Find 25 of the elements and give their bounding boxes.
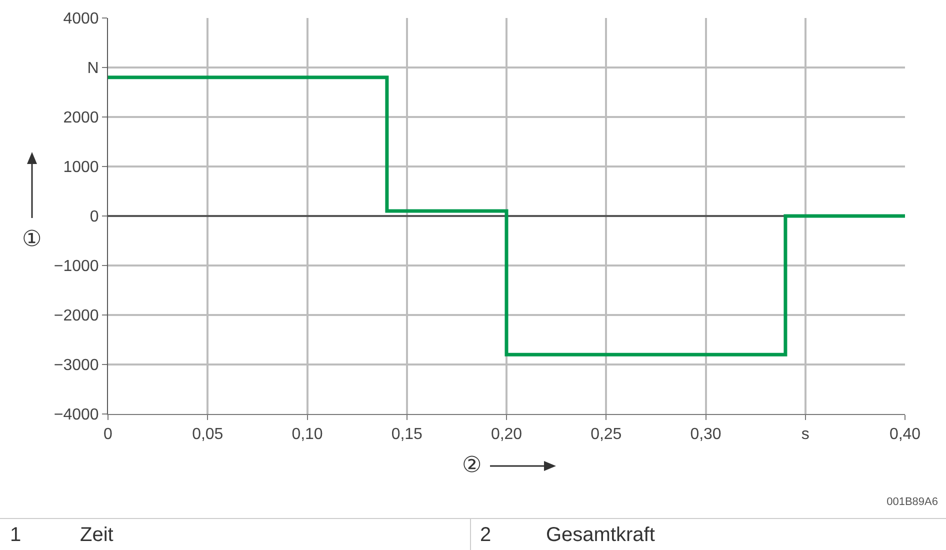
x-tick-label: 0,25 [590,426,622,444]
y-tick-label: 4000 [63,10,99,28]
x-tick-label: 0,05 [192,426,224,444]
x-tick-label: 0,10 [292,426,323,444]
x-tick-label: 0 [104,426,113,444]
y-tick-label: 2000 [63,110,99,127]
text: Gesamtkraft [546,524,655,547]
x-axis-title: ② [462,452,482,478]
y-tick-label: N [87,60,99,78]
text: 001B89A6 [886,496,938,508]
x-tick-label: 0,20 [490,426,522,444]
x-tick-label: 0,40 [889,426,921,444]
y-tick-label: −4000 [54,406,99,424]
y-tick-label: 1000 [63,159,99,176]
y-axis-title: ① [22,226,42,252]
text: 2 [480,524,492,547]
y-tick-label: −3000 [54,357,99,374]
y-tick-label: −2000 [54,308,99,325]
x-tick-label: s [801,426,810,444]
x-tick-label: 0,15 [391,426,423,444]
y-tick-label: 0 [90,208,99,226]
text: Zeit [80,524,114,547]
y-tick-label: −1000 [54,258,99,276]
x-tick-label: 0,30 [690,426,722,444]
text: 1 [10,524,22,547]
